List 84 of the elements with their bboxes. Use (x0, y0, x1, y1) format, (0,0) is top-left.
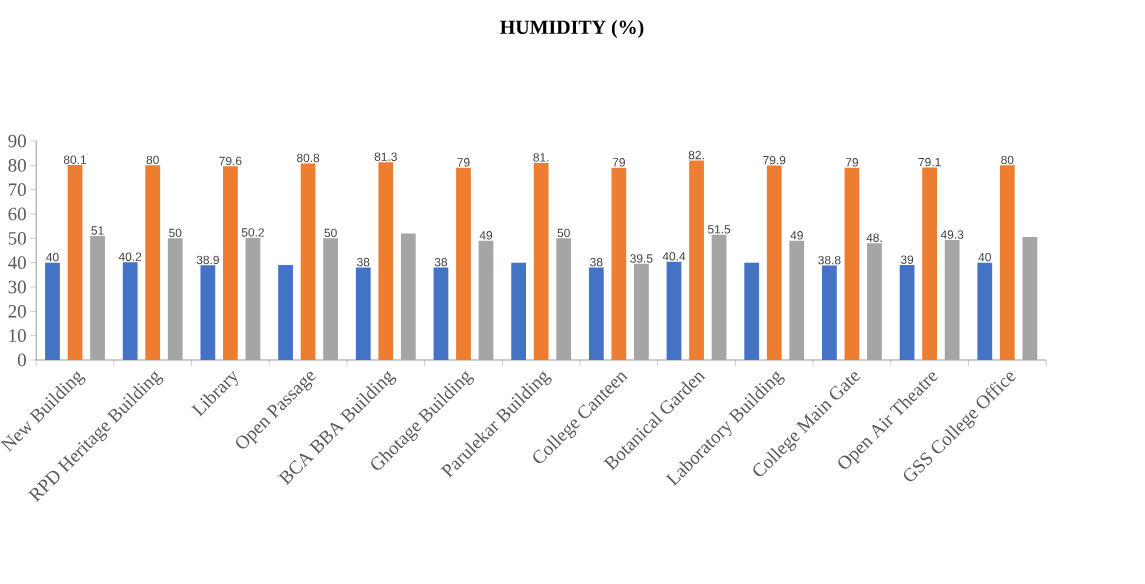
y-tick-label: 20 (8, 304, 26, 318)
bar (944, 240, 960, 360)
data-label: 80.8 (296, 153, 320, 163)
data-label: 80 (146, 155, 159, 165)
bar (766, 165, 782, 360)
data-label: 38.9 (196, 255, 219, 265)
bar (556, 238, 572, 360)
bar (922, 167, 937, 360)
y-tick-label: 50 (8, 231, 26, 245)
bar (300, 163, 316, 360)
y-tick-label: 90 (8, 134, 26, 148)
bar (122, 262, 138, 360)
data-label: 79.6 (219, 156, 242, 166)
y-tick-label: 60 (8, 207, 26, 221)
bar (511, 262, 527, 360)
data-label: 40 (46, 253, 59, 262)
data-label: 40.4 (662, 252, 686, 261)
bar (456, 167, 471, 360)
data-label: 81. (533, 153, 549, 162)
bar (145, 165, 161, 360)
data-label: 79.9 (763, 155, 786, 165)
bar (789, 240, 805, 360)
data-label: 49 (790, 231, 803, 240)
bar (45, 262, 60, 360)
bar (323, 238, 338, 360)
data-label: 48. (866, 233, 882, 242)
data-label: 79 (845, 158, 859, 167)
bar (478, 240, 494, 360)
data-label: 80.1 (63, 155, 87, 164)
data-label: 50 (557, 228, 570, 238)
data-label: 80 (1001, 155, 1014, 165)
data-label: 38 (357, 257, 370, 267)
bar (355, 267, 371, 360)
bar (999, 165, 1015, 360)
data-label: 50 (169, 228, 182, 238)
data-label: 82. (688, 150, 704, 160)
bar (822, 265, 837, 360)
data-label: 49 (479, 231, 493, 240)
bar (245, 237, 261, 360)
bar (378, 162, 394, 360)
data-label: 38 (434, 257, 448, 267)
bar (689, 160, 704, 360)
y-tick-label: 80 (8, 158, 26, 172)
bar (977, 262, 993, 360)
bar (1022, 237, 1038, 360)
y-tick-label: 70 (8, 183, 26, 197)
bar (67, 165, 83, 360)
y-tick-label: 40 (8, 256, 26, 270)
bar (400, 233, 416, 360)
data-label: 79 (612, 158, 625, 167)
bar (533, 162, 549, 360)
data-label: 79.1 (918, 157, 941, 167)
bar (867, 243, 882, 360)
data-label: 50 (324, 228, 337, 238)
data-label: 81.3 (374, 152, 397, 161)
data-label: 38.8 (818, 255, 841, 265)
data-label: 49.3 (940, 230, 964, 239)
bar (588, 267, 604, 360)
chart-title: HUMIDITY (%) (500, 19, 644, 39)
data-label: 50.2 (241, 228, 264, 237)
bar (744, 262, 760, 360)
data-label: 40 (978, 253, 991, 262)
bar (899, 265, 915, 360)
bar (433, 267, 449, 360)
data-label: 39.5 (630, 254, 653, 263)
y-tick-label: 30 (8, 280, 26, 294)
y-tick-label: 0 (17, 353, 26, 367)
data-label: 40.2 (118, 252, 142, 261)
bar (90, 235, 105, 360)
bar (666, 261, 682, 360)
bar (634, 263, 649, 360)
y-tick-label: 10 (9, 329, 26, 343)
bar (200, 265, 216, 360)
bar (711, 234, 727, 360)
data-label: 51 (91, 226, 104, 235)
bar (278, 265, 293, 360)
data-label: 79 (457, 158, 470, 167)
data-label: 39 (900, 255, 914, 264)
bar (611, 167, 627, 360)
bar (223, 166, 238, 360)
bar (844, 167, 860, 360)
bar (167, 238, 183, 360)
data-label: 51.5 (707, 225, 731, 234)
data-label: 38 (590, 257, 603, 267)
